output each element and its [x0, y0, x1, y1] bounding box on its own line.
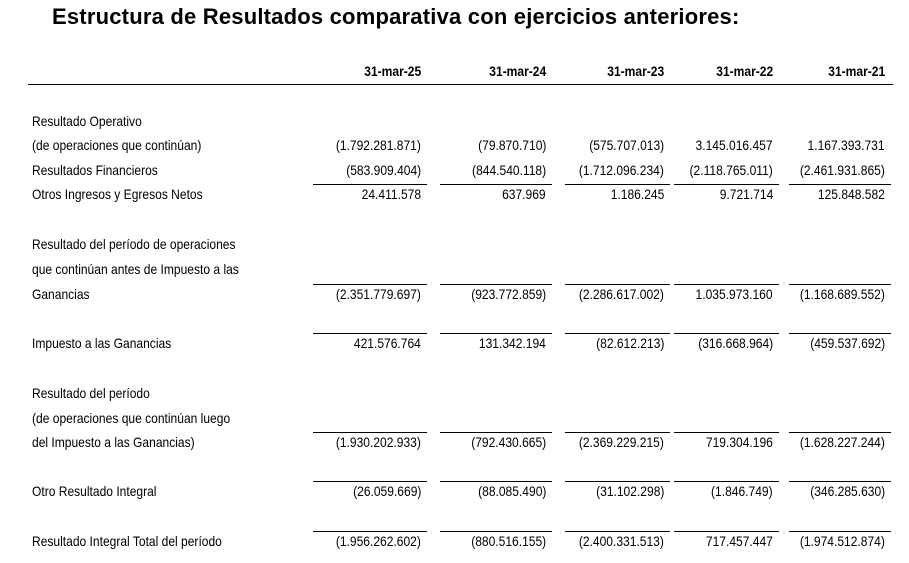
table-cell: 1.167.393.731: [808, 137, 885, 153]
row-label: Impuesto a las Ganancias: [32, 335, 172, 351]
table-cell: 125.848.582: [818, 186, 885, 202]
cell-underline: [565, 432, 670, 433]
cell-underline: [789, 481, 891, 482]
table-cell: 24.411.578: [361, 186, 421, 202]
table-cell: (31.102.298): [595, 483, 664, 499]
row-label: Resultado Integral Total del período: [32, 533, 222, 549]
cell-underline: [313, 481, 427, 482]
table-cell: (2.369.229.215): [578, 434, 664, 450]
cell-underline: [674, 184, 779, 185]
cell-underline: [674, 481, 779, 482]
cell-underline: [789, 531, 891, 532]
cell-underline: [440, 531, 552, 532]
row-label: Resultado del período: [32, 385, 150, 401]
table-cell: (26.059.669): [352, 483, 421, 499]
column-header: 31-mar-25: [364, 63, 421, 79]
cell-underline: [565, 333, 670, 334]
cell-underline: [674, 432, 779, 433]
row-label: Otros Ingresos y Egresos Netos: [32, 186, 203, 202]
cell-underline: [789, 184, 891, 185]
column-header: 31-mar-24: [489, 63, 546, 79]
cell-underline: [789, 284, 891, 285]
table-cell: (2.400.331.513): [578, 533, 664, 549]
table-cell: 717.457.447: [706, 533, 773, 549]
column-header: 31-mar-22: [716, 63, 773, 79]
cell-underline: [674, 531, 779, 532]
cell-underline: [313, 531, 427, 532]
cell-underline: [789, 333, 891, 334]
cell-underline: [313, 284, 427, 285]
table-cell: (583.909.404): [346, 162, 421, 178]
column-header: 31-mar-21: [828, 63, 885, 79]
table-cell: 421.576.764: [354, 335, 421, 351]
table-cell: 637.969: [502, 186, 546, 202]
table-cell: (2.461.931.865): [799, 162, 885, 178]
table-cell: (459.537.692): [810, 335, 885, 351]
cell-underline: [674, 333, 779, 334]
header-underline: [28, 84, 893, 85]
cell-underline: [440, 432, 552, 433]
row-label: del Impuesto a las Ganancias): [32, 434, 195, 450]
table-cell: (575.707.013): [589, 137, 664, 153]
table-cell: (346.285.630): [810, 483, 885, 499]
cell-underline: [440, 284, 552, 285]
table-cell: (88.085.490): [477, 483, 546, 499]
table-cell: (1.956.262.602): [335, 533, 421, 549]
row-label: Resultado Operativo: [32, 113, 142, 129]
table-cell: 719.304.196: [706, 434, 773, 450]
cell-underline: [565, 184, 670, 185]
table-cell: (792.430.665): [471, 434, 546, 450]
cell-underline: [313, 333, 427, 334]
cell-underline: [565, 481, 670, 482]
cell-underline: [440, 481, 552, 482]
row-label: que continúan antes de Impuesto a las: [32, 261, 239, 277]
table-cell: 9.721.714: [719, 186, 773, 202]
row-label: Otro Resultado Integral: [32, 483, 157, 499]
page-title: Estructura de Resultados comparativa con…: [52, 4, 740, 29]
table-cell: (1.712.096.234): [578, 162, 664, 178]
row-label: (de operaciones que continúan): [32, 137, 202, 153]
row-label: Resultado del período de operaciones: [32, 236, 236, 252]
table-cell: (316.668.964): [698, 335, 773, 351]
table-cell: (2.286.617.002): [578, 286, 664, 302]
cell-underline: [440, 333, 552, 334]
table-cell: (82.612.213): [595, 335, 664, 351]
table-cell: (1.930.202.933): [335, 434, 421, 450]
table-cell: (2.351.779.697): [335, 286, 421, 302]
cell-underline: [789, 432, 891, 433]
table-cell: (1.846.749): [711, 483, 773, 499]
row-label: Ganancias: [32, 286, 90, 302]
table-cell: 1.035.973.160: [696, 286, 773, 302]
table-cell: 3.145.016.457: [696, 137, 773, 153]
table-cell: (2.118.765.011): [689, 162, 773, 178]
row-label: Resultados Financieros: [32, 162, 158, 178]
table-cell: (923.772.859): [471, 286, 546, 302]
cell-underline: [565, 284, 670, 285]
table-cell: (1.792.281.871): [335, 137, 421, 153]
table-cell: (79.870.710): [477, 137, 546, 153]
cell-underline: [565, 531, 670, 532]
cell-underline: [440, 184, 552, 185]
row-label: (de operaciones que continúan luego: [32, 410, 231, 426]
column-header: 31-mar-23: [607, 63, 664, 79]
table-cell: (1.974.512.874): [799, 533, 885, 549]
table-cell: 1.186.245: [610, 186, 664, 202]
cell-underline: [313, 184, 427, 185]
cell-underline: [674, 284, 779, 285]
cell-underline: [313, 432, 427, 433]
table-cell: (880.516.155): [471, 533, 546, 549]
table-cell: 131.342.194: [479, 335, 546, 351]
table-cell: (844.540.118): [471, 162, 546, 178]
table-cell: (1.168.689.552): [799, 286, 885, 302]
table-cell: (1.628.227.244): [799, 434, 885, 450]
